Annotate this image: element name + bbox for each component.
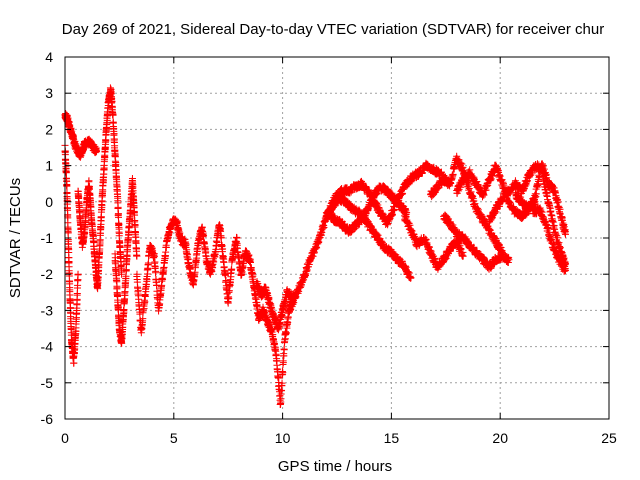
data-point — [115, 229, 123, 237]
data-point — [102, 137, 110, 145]
data-point — [109, 111, 117, 119]
data-point — [133, 245, 141, 253]
data-point — [139, 315, 147, 323]
data-point — [93, 147, 101, 155]
data-point — [162, 243, 170, 251]
data-point — [144, 259, 152, 267]
data-point — [133, 252, 141, 260]
data-points — [61, 84, 569, 409]
data-point — [118, 270, 126, 278]
data-point — [136, 310, 144, 318]
data-point — [115, 319, 123, 327]
data-point — [131, 221, 139, 229]
grid-lines — [65, 57, 609, 419]
data-point — [150, 252, 158, 260]
data-point — [114, 203, 122, 211]
data-point — [141, 298, 149, 306]
data-point — [152, 267, 160, 275]
data-point — [74, 270, 82, 278]
data-point — [70, 359, 78, 367]
chart-title: Day 269 of 2021, Sidereal Day-to-day VTE… — [62, 21, 604, 38]
data-point — [62, 168, 70, 176]
data-point — [64, 229, 72, 237]
data-point — [141, 293, 149, 301]
